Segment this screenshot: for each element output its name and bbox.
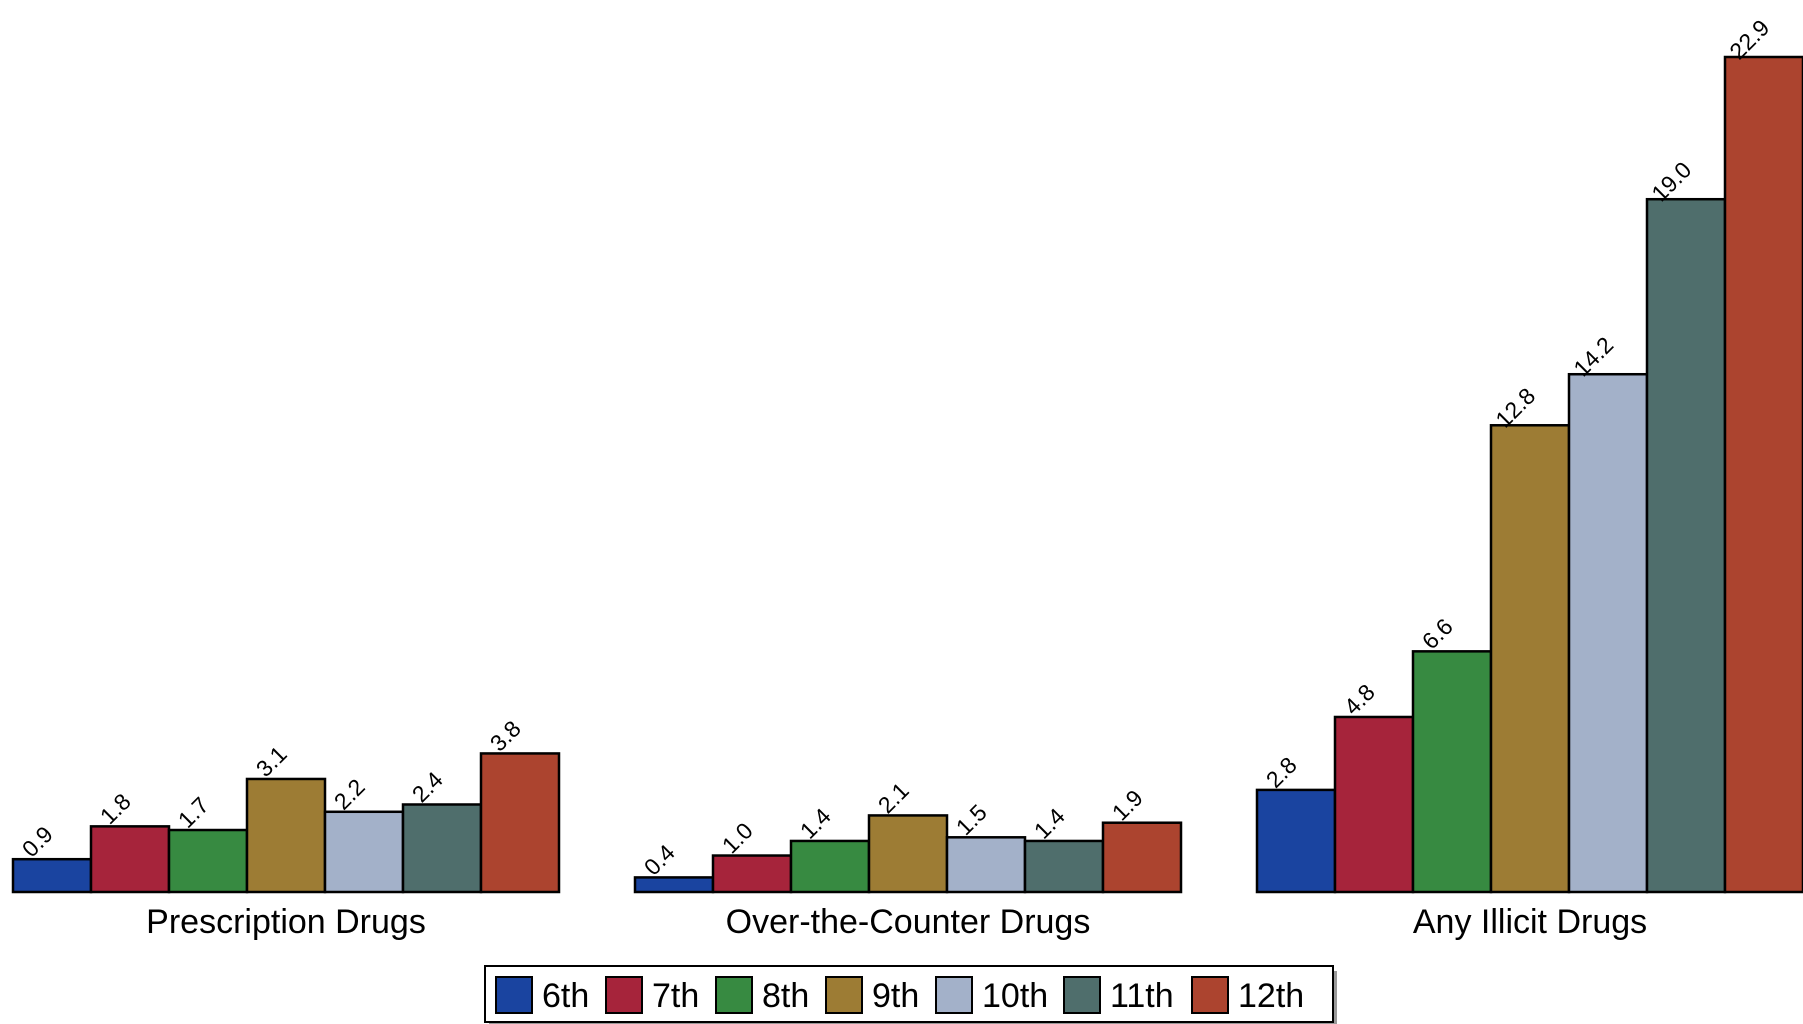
bar-prescription-drugs-12th (479, 752, 561, 894)
bar-over-the-counter-drugs-11th (1023, 839, 1105, 894)
legend-label-9th: 9th (872, 977, 919, 1015)
bar-prescription-drugs-10th (323, 810, 405, 894)
bar-over-the-counter-drugs-6th (633, 876, 715, 894)
category-labels-layer: Prescription Drugs Over-the-Counter Drugs… (146, 903, 1647, 941)
value-label-over-the-counter-drugs-10th: 1.5 (951, 799, 992, 840)
value-label-over-the-counter-drugs-11th: 1.4 (1029, 803, 1070, 844)
value-label-over-the-counter-drugs-9th: 2.1 (873, 777, 914, 818)
value-label-prescription-drugs-11th: 2.4 (407, 766, 448, 807)
bar-any-illicit-drugs-7th (1333, 715, 1415, 894)
bar-any-illicit-drugs-11th (1645, 197, 1727, 894)
category-label-any-illicit-drugs: Any Illicit Drugs (1413, 903, 1647, 941)
bar-prescription-drugs-7th (89, 825, 171, 894)
legend-label-11th: 11th (1110, 977, 1174, 1015)
legend-swatch-8th (715, 976, 753, 1014)
value-label-over-the-counter-drugs-7th: 1.0 (717, 817, 758, 858)
legend: 6th 7th 8th 9th 10th 11th 12th (484, 965, 1337, 1024)
bar-any-illicit-drugs-6th (1255, 788, 1337, 894)
legend-label-12th: 12th (1238, 977, 1304, 1015)
value-label-prescription-drugs-8th: 1.7 (173, 792, 214, 833)
bar-over-the-counter-drugs-9th (867, 814, 949, 894)
legend-label-6th: 6th (542, 977, 589, 1015)
bar-over-the-counter-drugs-12th (1101, 821, 1183, 894)
value-label-over-the-counter-drugs-8th: 1.4 (795, 803, 836, 844)
category-label-prescription-drugs: Prescription Drugs (146, 903, 426, 941)
legend-label-8th: 8th (762, 977, 809, 1015)
bar-any-illicit-drugs-12th (1723, 55, 1803, 894)
bars-layer (11, 55, 1803, 894)
legend-swatch-7th (605, 976, 643, 1014)
legend-swatch-9th (825, 976, 863, 1014)
bar-over-the-counter-drugs-7th (711, 854, 793, 894)
legend-swatch-10th (935, 976, 973, 1014)
bar-any-illicit-drugs-10th (1567, 372, 1649, 894)
legend-swatch-11th (1063, 976, 1101, 1014)
value-label-over-the-counter-drugs-6th: 0.4 (639, 839, 680, 880)
bar-prescription-drugs-6th (11, 857, 93, 894)
legend-items: 6th 7th 8th 9th 10th 11th 12th (495, 976, 1304, 1015)
value-label-over-the-counter-drugs-12th: 1.9 (1107, 785, 1148, 826)
bar-prescription-drugs-11th (401, 803, 483, 894)
legend-swatch-6th (495, 976, 533, 1014)
bar-any-illicit-drugs-8th (1411, 650, 1493, 894)
value-label-any-illicit-drugs-7th: 4.8 (1339, 679, 1380, 720)
value-label-prescription-drugs-12th: 3.8 (485, 715, 526, 756)
category-label-over-the-counter-drugs: Over-the-Counter Drugs (726, 903, 1091, 941)
legend-swatch-12th (1191, 976, 1229, 1014)
legend-label-7th: 7th (652, 977, 699, 1015)
bar-over-the-counter-drugs-8th (789, 839, 871, 894)
value-label-prescription-drugs-9th: 3.1 (251, 741, 292, 782)
value-label-any-illicit-drugs-8th: 6.6 (1417, 613, 1458, 654)
bar-prescription-drugs-8th (167, 828, 249, 894)
value-label-prescription-drugs-6th: 0.9 (17, 821, 58, 862)
legend-label-10th: 10th (982, 977, 1048, 1015)
value-label-prescription-drugs-10th: 2.2 (329, 774, 370, 815)
bar-over-the-counter-drugs-10th (945, 836, 1027, 894)
value-label-prescription-drugs-7th: 1.8 (95, 788, 136, 829)
value-label-any-illicit-drugs-6th: 2.8 (1261, 752, 1302, 793)
bar-any-illicit-drugs-9th (1489, 424, 1571, 894)
bar-prescription-drugs-9th (245, 777, 327, 894)
